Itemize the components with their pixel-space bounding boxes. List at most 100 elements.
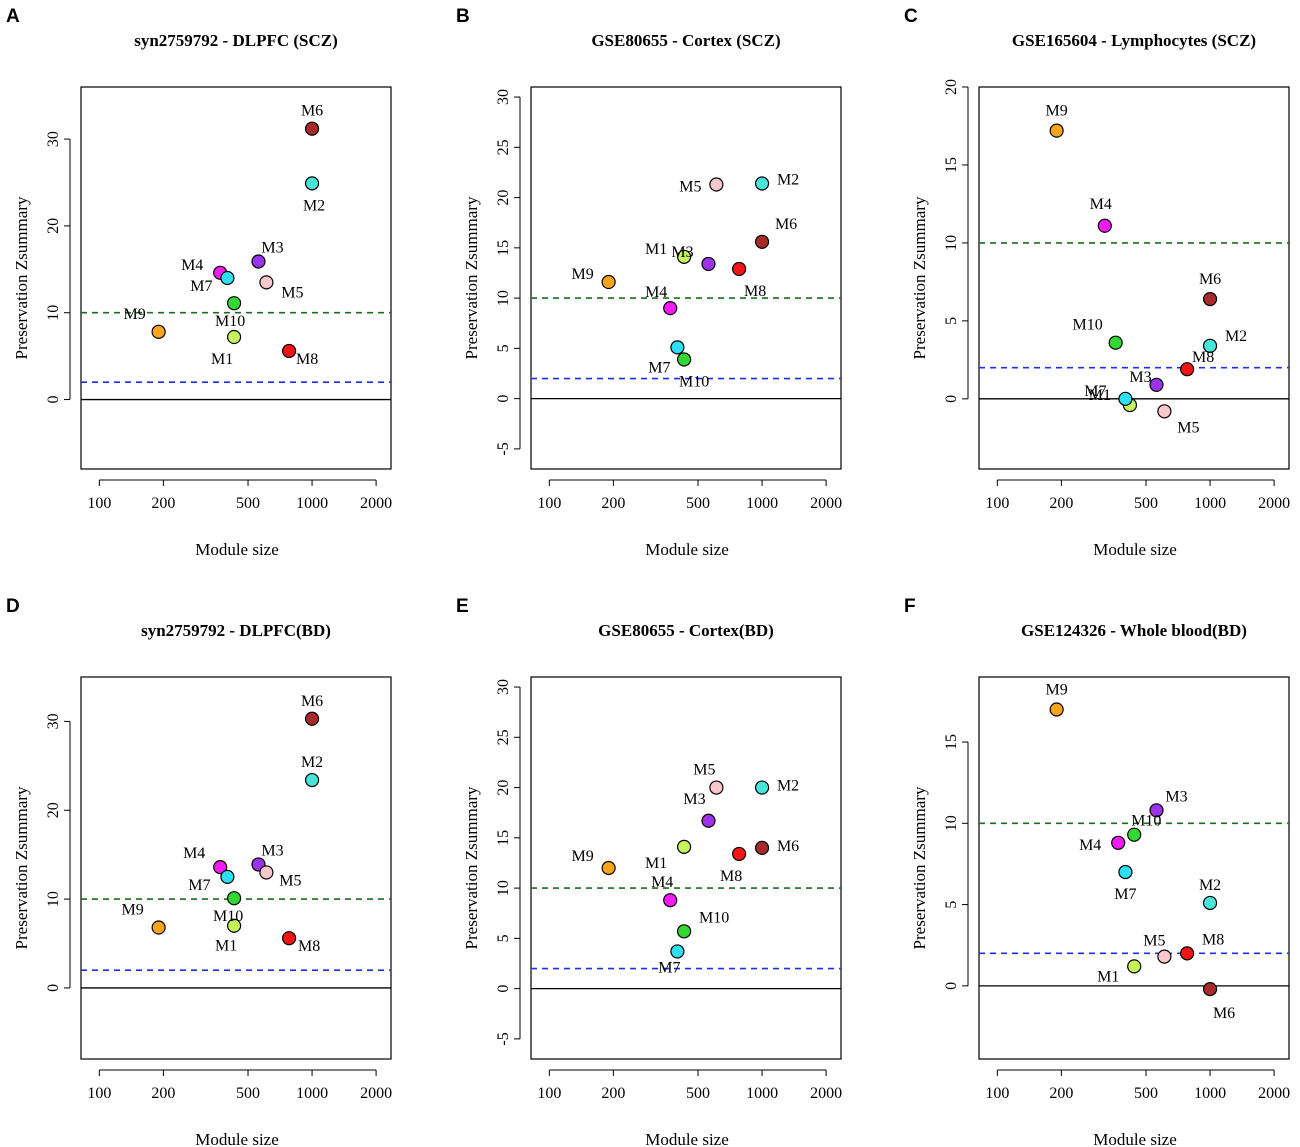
- data-point-m1: [676, 249, 692, 264]
- data-point-m2: [304, 176, 320, 191]
- data-point-m9: [1049, 123, 1064, 138]
- y-tick-label: 5: [495, 934, 512, 942]
- point-label-m4: M4: [181, 257, 203, 274]
- x-tick-label: 2000: [810, 1085, 842, 1102]
- x-tick-label: 100: [87, 495, 111, 512]
- x-tick-label: 1000: [1194, 495, 1226, 512]
- data-point-m4: [663, 893, 678, 908]
- y-tick-label: 20: [943, 79, 960, 95]
- point-label-m1: M1: [215, 938, 237, 955]
- panel-letter: E: [456, 596, 469, 617]
- data-point-m3: [1149, 803, 1164, 818]
- x-axis-label: Module size: [645, 1130, 729, 1147]
- point-label-m2: M2: [1225, 328, 1247, 345]
- x-tick-label: 100: [87, 1085, 111, 1102]
- panel-letter: A: [6, 6, 20, 27]
- point-label-m1: M1: [1089, 387, 1111, 404]
- point-label-m10: M10: [215, 313, 245, 330]
- data-point-m3: [701, 813, 716, 828]
- point-label-m4: M4: [651, 874, 673, 891]
- panel-letter: B: [456, 6, 470, 27]
- data-point-m4: [1111, 835, 1126, 850]
- chart-title: syn2759792 - DLPFC (SCZ): [134, 31, 338, 50]
- x-tick-label: 1000: [1194, 1085, 1226, 1102]
- chart-title: GSE165604 - Lymphocytes (SCZ): [1012, 31, 1256, 50]
- plot-frame: [80, 86, 392, 470]
- x-tick-label: 500: [686, 1085, 710, 1102]
- y-tick-label: 0: [495, 985, 512, 993]
- data-point-m4: [663, 301, 678, 316]
- data-point-m5: [1157, 404, 1172, 419]
- y-tick-label: 30: [495, 89, 512, 105]
- data-point-m8: [1180, 946, 1195, 961]
- data-point-m3: [701, 256, 716, 272]
- y-tick-label: 5: [943, 901, 960, 909]
- x-tick-label: 2000: [1258, 1085, 1290, 1102]
- point-label-m6: M6: [301, 103, 323, 120]
- data-point-m8: [732, 846, 747, 862]
- data-point-m8: [1180, 362, 1195, 377]
- point-label-m9: M9: [1046, 682, 1068, 699]
- data-point-m7: [1118, 391, 1133, 406]
- point-label-m7: M7: [190, 278, 212, 295]
- x-tick-label: 200: [1049, 1085, 1073, 1102]
- data-point-m9: [601, 274, 616, 290]
- x-tick-label: 200: [151, 495, 175, 512]
- chart-title: syn2759792 - DLPFC(BD): [141, 621, 331, 640]
- data-point-m8: [732, 261, 747, 277]
- point-label-m6: M6: [1199, 271, 1221, 288]
- plot-frame: [530, 86, 842, 470]
- x-axis-label: Module size: [645, 540, 729, 559]
- y-tick-label: 25: [495, 139, 512, 155]
- point-label-m6: M6: [775, 216, 797, 233]
- point-label-m3: M3: [1129, 369, 1151, 386]
- data-point-m6: [754, 234, 770, 249]
- data-point-m1: [676, 839, 692, 854]
- y-tick-label: 25: [495, 729, 512, 745]
- panel-letter: D: [6, 596, 20, 617]
- y-axis-label: Preservation Zsummary: [462, 786, 481, 949]
- data-point-m2: [754, 176, 770, 191]
- data-point-m1: [1127, 959, 1142, 974]
- point-label-m7: M7: [658, 959, 680, 976]
- point-label-m8: M8: [744, 283, 766, 300]
- plot-frame: [80, 676, 392, 1060]
- x-tick-label: 500: [1134, 1085, 1158, 1102]
- y-axis-label: Preservation Zsummary: [12, 786, 31, 949]
- point-label-m10: M10: [1131, 813, 1161, 830]
- point-label-m2: M2: [777, 172, 799, 189]
- data-point-m1: [226, 918, 242, 933]
- x-tick-label: 1000: [746, 1085, 778, 1102]
- data-point-m9: [151, 324, 166, 339]
- data-point-m4: [213, 860, 228, 875]
- x-tick-label: 200: [1049, 495, 1073, 512]
- y-tick-label: 20: [495, 780, 512, 796]
- data-point-m6: [304, 711, 320, 726]
- point-label-m7: M7: [648, 359, 670, 376]
- y-tick-label: -5: [495, 442, 512, 455]
- data-point-m4: [1097, 218, 1112, 233]
- x-axis-label: Module size: [195, 540, 279, 559]
- y-tick-label: 0: [495, 395, 512, 403]
- point-label-m7: M7: [1084, 383, 1106, 400]
- data-point-m9: [1049, 702, 1064, 717]
- point-label-m8: M8: [1202, 931, 1224, 948]
- data-point-m6: [1202, 291, 1218, 307]
- y-tick-label: 0: [943, 395, 960, 403]
- point-label-m1: M1: [211, 351, 233, 368]
- data-point-m2: [1202, 895, 1218, 911]
- x-tick-label: 2000: [360, 1085, 392, 1102]
- point-label-m5: M5: [693, 762, 715, 779]
- point-label-m7: M7: [188, 877, 210, 894]
- chart-title: GSE124326 - Whole blood(BD): [1021, 621, 1247, 640]
- y-tick-label: 20: [45, 802, 62, 818]
- data-point-m6: [1202, 982, 1218, 997]
- data-point-m10: [676, 924, 692, 939]
- data-point-m8: [282, 931, 297, 946]
- x-axis-label: Module size: [1093, 1130, 1177, 1147]
- panel-letter: F: [904, 596, 916, 617]
